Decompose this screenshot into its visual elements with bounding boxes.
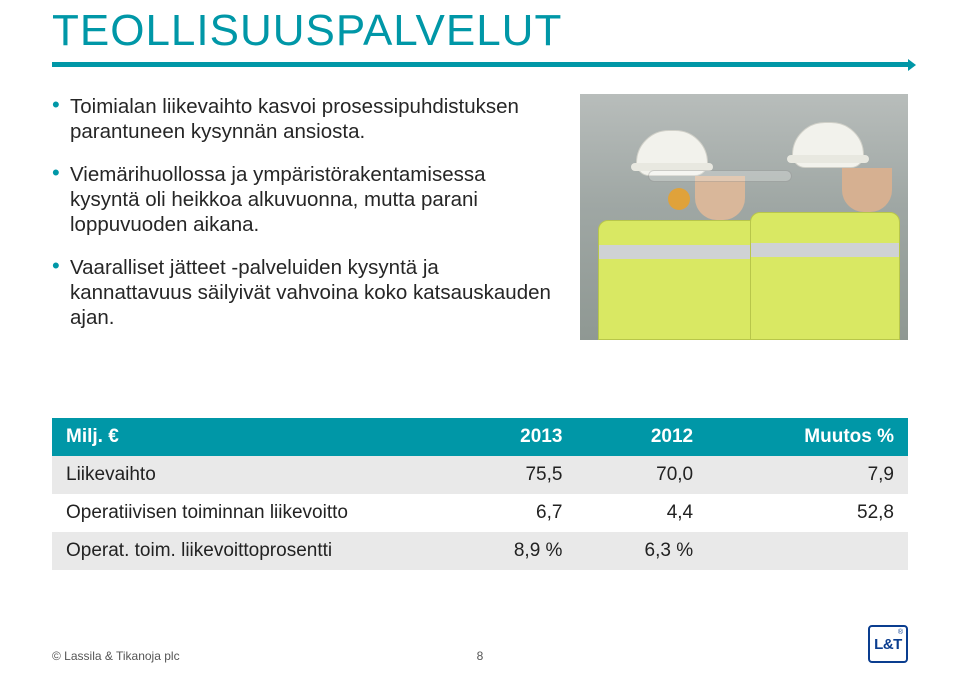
copyright-text: © Lassila & Tikanoja plc	[52, 649, 180, 663]
col-header: Muutos %	[707, 418, 908, 456]
footer: © Lassila & Tikanoja plc 8 L&T ®	[52, 625, 908, 663]
cell: 7,9	[707, 456, 908, 494]
table-header-row: Milj. € 2013 2012 Muutos %	[52, 418, 908, 456]
bullet-item: Viemärihuollossa ja ympäristörakentamise…	[52, 162, 552, 237]
page-title: TEOLLISUUSPALVELUT	[52, 6, 908, 56]
title-rule	[52, 62, 908, 68]
table-row: Liikevaihto 75,5 70,0 7,9	[52, 456, 908, 494]
table-row: Operatiivisen toiminnan liikevoitto 6,7 …	[52, 494, 908, 532]
cell: 4,4	[576, 494, 707, 532]
page-number: 8	[477, 649, 484, 663]
content-row: Toimialan liikevaihto kasvoi prosessipuh…	[52, 94, 908, 348]
col-header: 2013	[446, 418, 577, 456]
photo-worker-right	[750, 122, 900, 340]
cell	[707, 532, 908, 570]
cell: 6,7	[446, 494, 577, 532]
logo-text: L&T	[874, 636, 902, 653]
slide: TEOLLISUUSPALVELUT Toimialan liikevaihto…	[0, 6, 960, 677]
cell: 6,3 %	[576, 532, 707, 570]
col-header: 2012	[576, 418, 707, 456]
table-row: Operat. toim. liikevoittoprosentti 8,9 %…	[52, 532, 908, 570]
registered-icon: ®	[898, 629, 903, 636]
cell: 75,5	[446, 456, 577, 494]
cell: 8,9 %	[446, 532, 577, 570]
photo	[580, 94, 908, 340]
photo-worker-left	[598, 130, 766, 340]
bullet-item: Toimialan liikevaihto kasvoi prosessipuh…	[52, 94, 552, 144]
data-table: Milj. € 2013 2012 Muutos % Liikevaihto 7…	[52, 418, 908, 570]
bullet-list: Toimialan liikevaihto kasvoi prosessipuh…	[52, 94, 552, 348]
bullet-item: Vaaralliset jätteet -palveluiden kysyntä…	[52, 255, 552, 330]
cell: 70,0	[576, 456, 707, 494]
cell: Operatiivisen toiminnan liikevoitto	[52, 494, 446, 532]
company-logo: L&T ®	[868, 625, 908, 663]
cell: 52,8	[707, 494, 908, 532]
col-header: Milj. €	[52, 418, 446, 456]
cell: Liikevaihto	[52, 456, 446, 494]
cell: Operat. toim. liikevoittoprosentti	[52, 532, 446, 570]
